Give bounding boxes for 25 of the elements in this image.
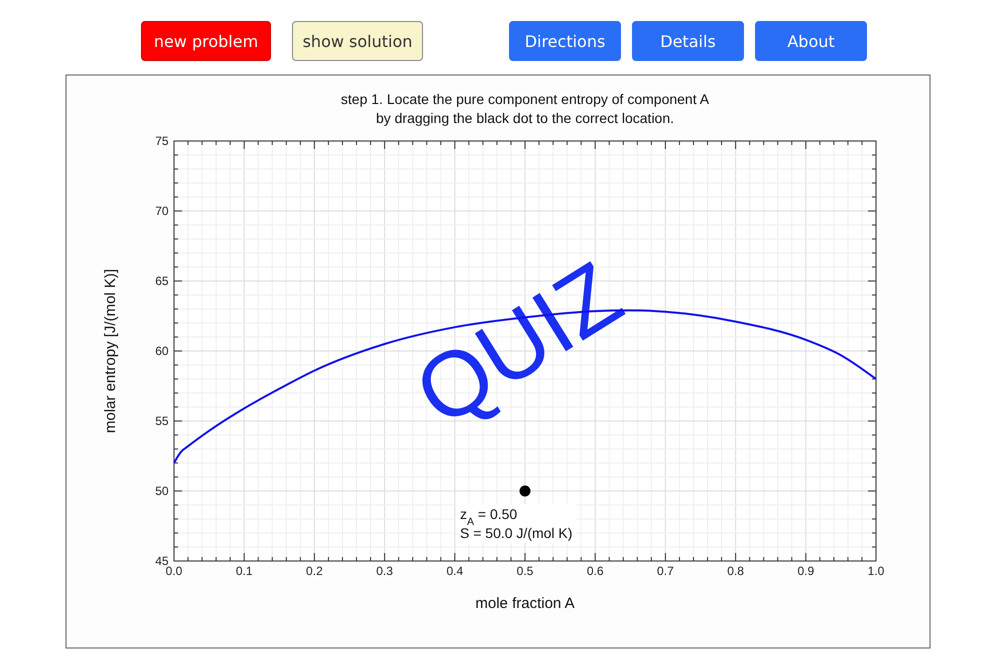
x-tick-label: 0.8 [727, 564, 744, 578]
text: Details [632, 21, 744, 61]
y-tick-label: 50 [155, 484, 169, 498]
x-tick-label: 0.7 [657, 564, 674, 578]
x-tick-label: 0.1 [236, 564, 253, 578]
x-axis-title: mole fraction A [475, 595, 575, 612]
text: show solution [292, 21, 423, 61]
chart-title: step 1. Locate the pure component entropy of component A by dragging the black dot to the correct location. [340, 91, 710, 126]
x-tick-label: 0.5 [516, 564, 534, 578]
y-axis-title: molar entropy [J/(mol K)] [102, 268, 119, 434]
y-tick-label: 70 [155, 204, 169, 218]
x-tick-label: 0.9 [797, 564, 814, 578]
y-tick-label: 55 [155, 414, 169, 428]
annotation: z$_{A}$ = 0.50 S = 50.0 J/(mol K) [460, 506, 572, 541]
x-tick-label: 0.2 [306, 564, 324, 578]
x-tick-label: 1.0 [868, 564, 885, 578]
x-tick-label: 0.4 [446, 564, 464, 578]
text: Directions [509, 21, 621, 61]
text: new problem [141, 21, 271, 61]
y-tick-label: 75 [155, 134, 169, 148]
x-tick-label: 0.6 [586, 564, 604, 578]
x-tick-label: 0.3 [376, 564, 394, 578]
text: About [755, 21, 867, 61]
y-tick-label: 65 [155, 274, 169, 288]
y-tick-label: 60 [155, 344, 169, 358]
